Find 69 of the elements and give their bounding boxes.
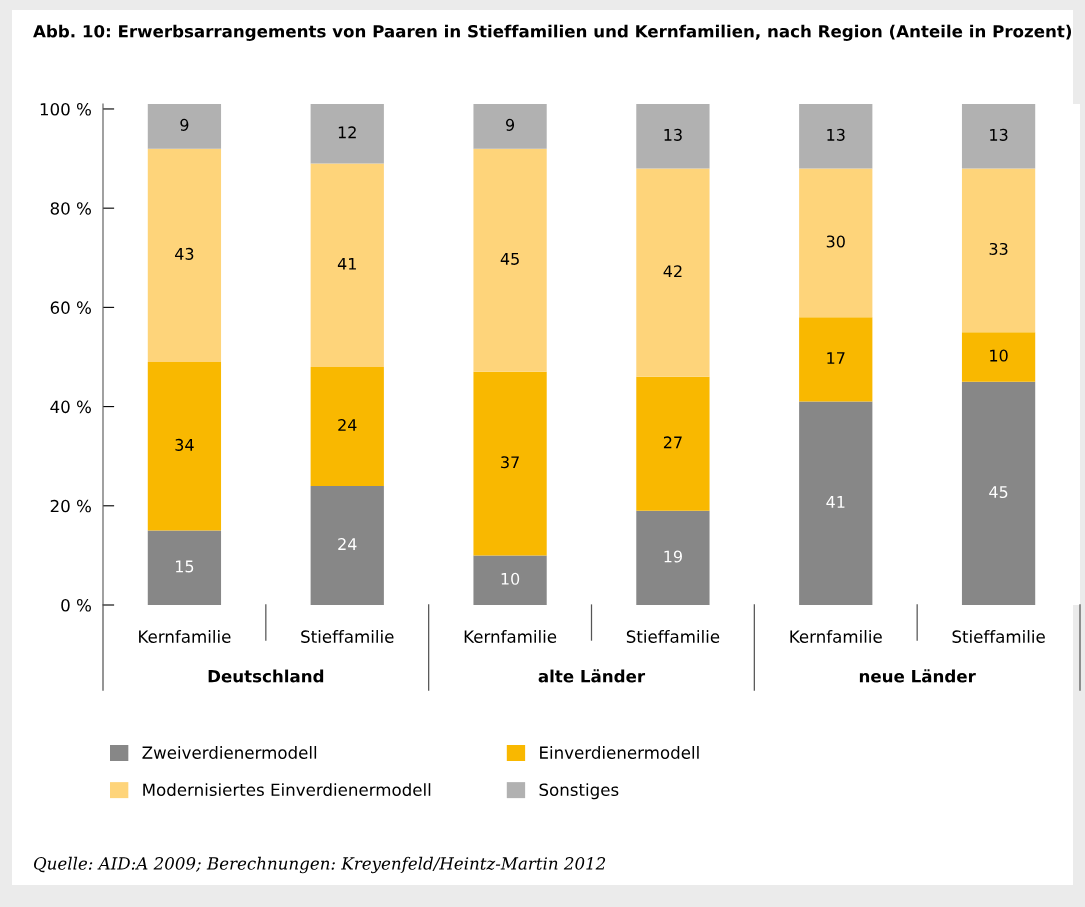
data-label: 10 [990,349,1008,362]
text: neue Länder [859,669,976,683]
text: alte Länder [538,669,646,683]
data-label: 42 [663,265,682,278]
bar [799,104,873,169]
x-tick-label: Stieffamilie [301,630,394,643]
data-label: 30 [826,235,845,248]
x-tick-label: Stieffamilie [952,630,1045,643]
data-label: 33 [989,242,1008,255]
bar [147,530,222,605]
data-label: 9 [180,118,189,131]
text: Deutschland [208,669,324,683]
data-label: 12 [338,126,356,139]
data-label: 9 [506,118,515,131]
bar [473,148,547,372]
data-label: 27 [663,436,682,449]
data-label: 43 [175,247,194,260]
bar [799,317,873,402]
chart-title: Abb. 10: Erwerbsarrangements von Paaren in Stieffamilien und Kernfamilien, nach Region (Anteile in Prozent) [33,24,1072,41]
bar [310,104,384,164]
legend-label: Sonstiges [539,783,619,800]
y-tick-label: 80 % [50,202,91,215]
data-label: 41 [826,496,845,508]
data-label: 19 [664,550,682,563]
x-tick-label: Kernfamilie [790,630,882,643]
bar [636,104,710,169]
bar [636,376,710,511]
bar [310,366,384,486]
y-tick-label: 40 % [50,400,91,414]
data-label: 10 [501,572,520,585]
legend-label: Einverdienermodell [540,746,699,759]
bar [799,168,873,318]
data-label: 41 [337,257,356,270]
bar [473,371,547,556]
data-label: 45 [500,253,519,265]
bar [799,401,873,605]
bar [310,485,384,605]
bar [961,104,1036,169]
bar [147,104,222,149]
bar [147,361,222,531]
source-note: Quelle: AID:A 2009; Berechnungen: Kreyenfeld/Heintz-Martin 2012 [34,856,606,874]
data-label: 17 [827,352,845,364]
data-label: 13 [664,128,682,141]
y-tick-label: 60 % [50,301,91,314]
x-tick-label: Kernfamilie [464,630,557,643]
bar [636,510,710,605]
data-label: 24 [338,418,357,431]
data-label: 24 [338,538,357,550]
data-label: 37 [501,456,519,469]
bar [961,168,1036,333]
bar [961,332,1036,382]
y-tick-label: 0 % [61,598,91,612]
y-tick-label: 100 % [40,102,91,116]
data-label: 13 [990,128,1008,141]
bar [473,555,547,605]
bar [473,104,547,149]
data-label: 13 [827,128,845,141]
bar [961,381,1036,605]
bar [310,163,384,367]
bar [147,148,222,362]
x-tick-label: Kernfamilie [139,630,231,643]
legend-label: Modernisiertes Einverdienermodell [143,783,431,797]
x-tick-label: Stieffamilie [626,630,720,643]
bar [636,168,710,377]
data-label: 15 [176,560,194,573]
data-label: 34 [175,438,194,451]
data-label: 45 [989,486,1008,499]
legend-label: Zweiverdienermodell [142,746,317,759]
y-tick-label: 20 % [50,499,91,513]
